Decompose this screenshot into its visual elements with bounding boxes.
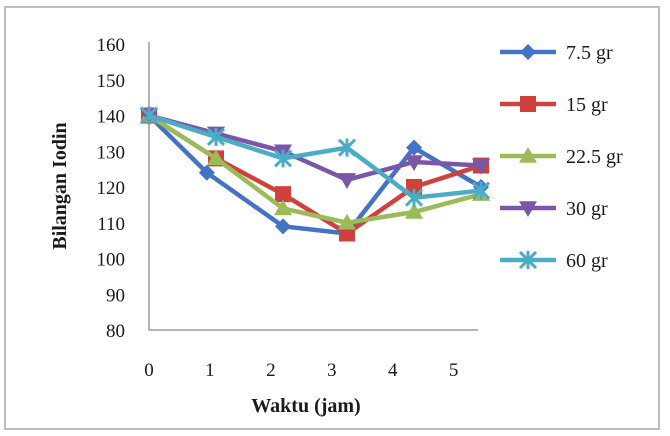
data-point <box>404 188 424 207</box>
y-tick-label: 100 <box>97 250 126 271</box>
y-tick-label: 80 <box>106 321 125 342</box>
data-point <box>406 179 423 195</box>
data-point <box>338 213 357 230</box>
legend-marker <box>519 147 537 163</box>
legend-item: 15 gr <box>500 94 608 116</box>
y-tick-label: 120 <box>97 178 126 199</box>
series-60-gr <box>139 106 491 207</box>
legend-label: 30 gr <box>566 198 608 220</box>
legend-label: 7.5 gr <box>566 42 613 64</box>
y-tick-label: 90 <box>106 285 125 306</box>
legend-label: 15 gr <box>566 94 608 116</box>
x-tick-label: 3 <box>327 360 337 381</box>
series-line <box>148 113 482 183</box>
y-axis-ticks: 80 90 100 110 120 130 140 150 160 <box>97 35 126 342</box>
series-line <box>147 113 483 236</box>
data-point <box>198 164 215 181</box>
x-axis-title: Waktu (jam) <box>251 395 360 417</box>
data-point <box>273 149 293 168</box>
data-point <box>207 149 226 166</box>
data-point <box>471 181 491 200</box>
x-tick-label: 1 <box>205 360 215 381</box>
data-point <box>338 173 357 189</box>
y-tick-label: 160 <box>97 35 126 56</box>
data-point <box>472 158 491 175</box>
y-tick-label: 130 <box>97 142 126 163</box>
data-point <box>337 138 357 157</box>
legend-marker <box>520 44 536 60</box>
legend-item: 7.5 gr <box>500 42 613 64</box>
series-30-gr <box>140 108 491 189</box>
legend-item: 60 gr <box>500 250 608 272</box>
x-axis-ticks: 0 1 2 3 4 5 <box>144 360 458 381</box>
y-tick-label: 140 <box>97 107 126 128</box>
legend: 7.5 gr 15 gr 22.5 gr 30 gr 60 gr <box>500 42 623 272</box>
data-point <box>405 155 424 171</box>
legend-item: 30 gr <box>500 198 608 220</box>
legend-item: 22.5 gr <box>500 146 623 168</box>
legend-label: 22.5 gr <box>566 146 623 168</box>
data-point <box>274 199 293 216</box>
x-tick-label: 4 <box>388 360 398 381</box>
y-tick-label: 110 <box>97 214 125 235</box>
y-tick-label: 150 <box>97 71 126 92</box>
legend-marker <box>520 96 536 112</box>
legend-marker <box>519 201 537 217</box>
data-point <box>139 106 159 125</box>
series-layer <box>139 106 491 242</box>
x-tick-label: 5 <box>449 360 459 381</box>
series-line <box>148 113 482 200</box>
data-point <box>406 139 423 156</box>
y-axis-title: Bilangan Iodin <box>49 122 71 249</box>
data-point <box>206 127 226 147</box>
data-point <box>275 218 292 235</box>
legend-marker <box>518 250 538 270</box>
data-point <box>275 186 292 203</box>
series-line <box>147 113 482 225</box>
data-point <box>405 203 424 219</box>
legend-label: 60 gr <box>566 250 608 272</box>
x-tick-label: 2 <box>266 360 276 381</box>
x-tick-label: 0 <box>144 360 154 381</box>
